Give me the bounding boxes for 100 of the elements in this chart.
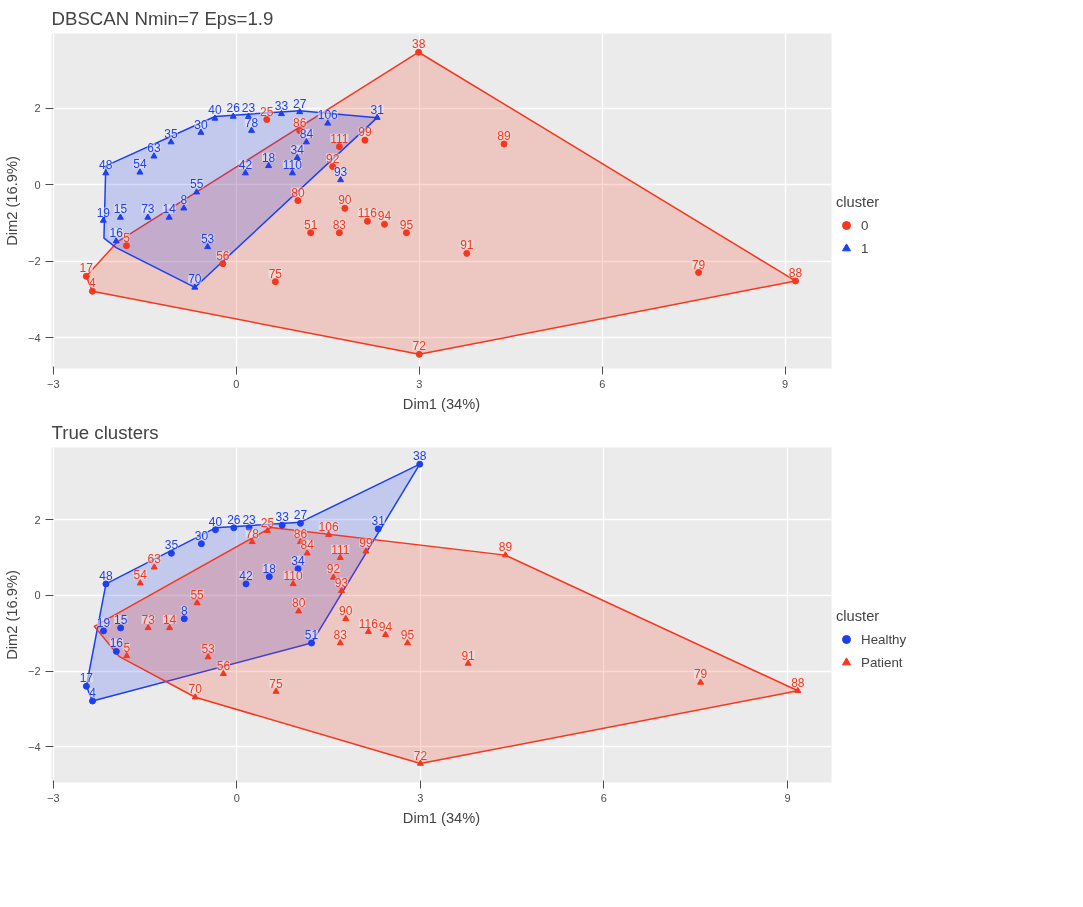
x-tick-label: 3	[416, 377, 423, 390]
annotation: 33	[274, 98, 289, 113]
point	[116, 213, 124, 220]
annotation: 33	[275, 510, 290, 525]
annotation: 25	[260, 104, 274, 119]
annotation: 70	[188, 272, 202, 287]
annotation: 25	[260, 515, 275, 530]
annotation: 18	[262, 561, 277, 576]
annotation: 4	[89, 686, 97, 701]
annotation: 111	[331, 542, 350, 557]
annotation: 86	[293, 115, 307, 130]
point	[303, 549, 311, 556]
annotation: 110	[283, 568, 304, 583]
annotation: 88	[788, 265, 803, 280]
annotation: 79	[691, 257, 706, 272]
legend-title: cluster	[836, 608, 881, 624]
point	[204, 653, 212, 660]
point	[150, 152, 158, 159]
annotation: 73	[141, 202, 155, 217]
legend-label: 1	[861, 240, 870, 256]
point	[167, 549, 175, 557]
point	[402, 229, 410, 237]
point	[88, 697, 96, 705]
annotation: 27	[293, 508, 308, 523]
annotation: 111	[330, 131, 349, 146]
annotation: 23	[241, 101, 256, 116]
annotation: 75	[268, 266, 283, 281]
annotation: 78	[245, 526, 260, 541]
annotation: 93	[333, 164, 348, 179]
annotation: 54	[133, 568, 148, 583]
point	[102, 169, 110, 176]
annotation: 30	[194, 528, 209, 543]
point	[136, 168, 144, 175]
annotation: 91	[461, 648, 476, 663]
annotation: 89	[498, 540, 513, 555]
y-tick-label: −2	[27, 255, 41, 268]
annotation: 40	[208, 103, 222, 118]
point	[295, 607, 303, 614]
annotation: 35	[164, 538, 179, 553]
point	[278, 521, 286, 529]
chart-title: True clusters	[51, 421, 159, 443]
annotation: 80	[291, 185, 305, 200]
point	[211, 526, 219, 534]
annotation: 70	[188, 682, 203, 697]
annotation: 31	[371, 513, 386, 528]
point	[102, 580, 110, 588]
annotation: 63	[147, 552, 162, 567]
annotation: 42	[238, 158, 253, 173]
annotation: 8	[180, 603, 188, 618]
x-tick-label: 9	[782, 377, 789, 390]
annotation: 56	[216, 658, 231, 673]
point	[88, 287, 96, 295]
point	[463, 249, 471, 257]
annotation: 94	[378, 619, 393, 634]
point	[296, 519, 304, 527]
point	[82, 272, 90, 280]
annotation: 14	[162, 612, 177, 627]
annotation: 17	[79, 671, 94, 686]
x-tick-label: 6	[599, 377, 606, 390]
point	[191, 283, 199, 290]
point	[324, 119, 332, 126]
point	[241, 169, 249, 176]
annotation: 72	[412, 339, 427, 354]
annotation: 42	[239, 568, 254, 583]
annotation: 92	[325, 151, 340, 166]
x-tick-label: 6	[600, 791, 607, 804]
annotation: 19	[96, 205, 111, 220]
legend-label: 0	[861, 217, 870, 233]
annotation: 19	[96, 615, 111, 630]
point	[501, 551, 509, 558]
annotation: 63	[147, 141, 161, 156]
point	[230, 524, 238, 532]
annotation: 55	[190, 587, 205, 602]
x-tick-label: −3	[47, 377, 60, 390]
annotation: 16	[109, 636, 124, 651]
point	[150, 563, 158, 570]
chart-title: DBSCAN Nmin=7 Eps=1.9	[51, 7, 274, 29]
point	[288, 169, 296, 176]
annotation: 99	[358, 125, 372, 140]
annotation: 99	[359, 536, 373, 551]
annotation: 34	[291, 553, 306, 568]
annotation: 8	[180, 193, 188, 208]
y-tick-label: −4	[27, 740, 41, 753]
point	[271, 278, 279, 286]
y-tick-label: −2	[27, 665, 41, 678]
point	[180, 615, 188, 623]
point	[112, 237, 120, 244]
annotation: 72	[413, 748, 428, 763]
annotation: 51	[304, 628, 319, 643]
annotation: 116	[358, 616, 379, 631]
annotation: 73	[141, 612, 156, 627]
point	[415, 350, 423, 358]
annotation: 84	[299, 127, 314, 142]
annotation: 90	[339, 603, 353, 618]
annotation: 95	[400, 628, 415, 643]
annotation: 51	[304, 217, 318, 232]
point	[165, 213, 173, 220]
point	[197, 540, 205, 548]
annotation: 54	[133, 157, 147, 172]
legend-label: Healthy	[861, 631, 907, 647]
